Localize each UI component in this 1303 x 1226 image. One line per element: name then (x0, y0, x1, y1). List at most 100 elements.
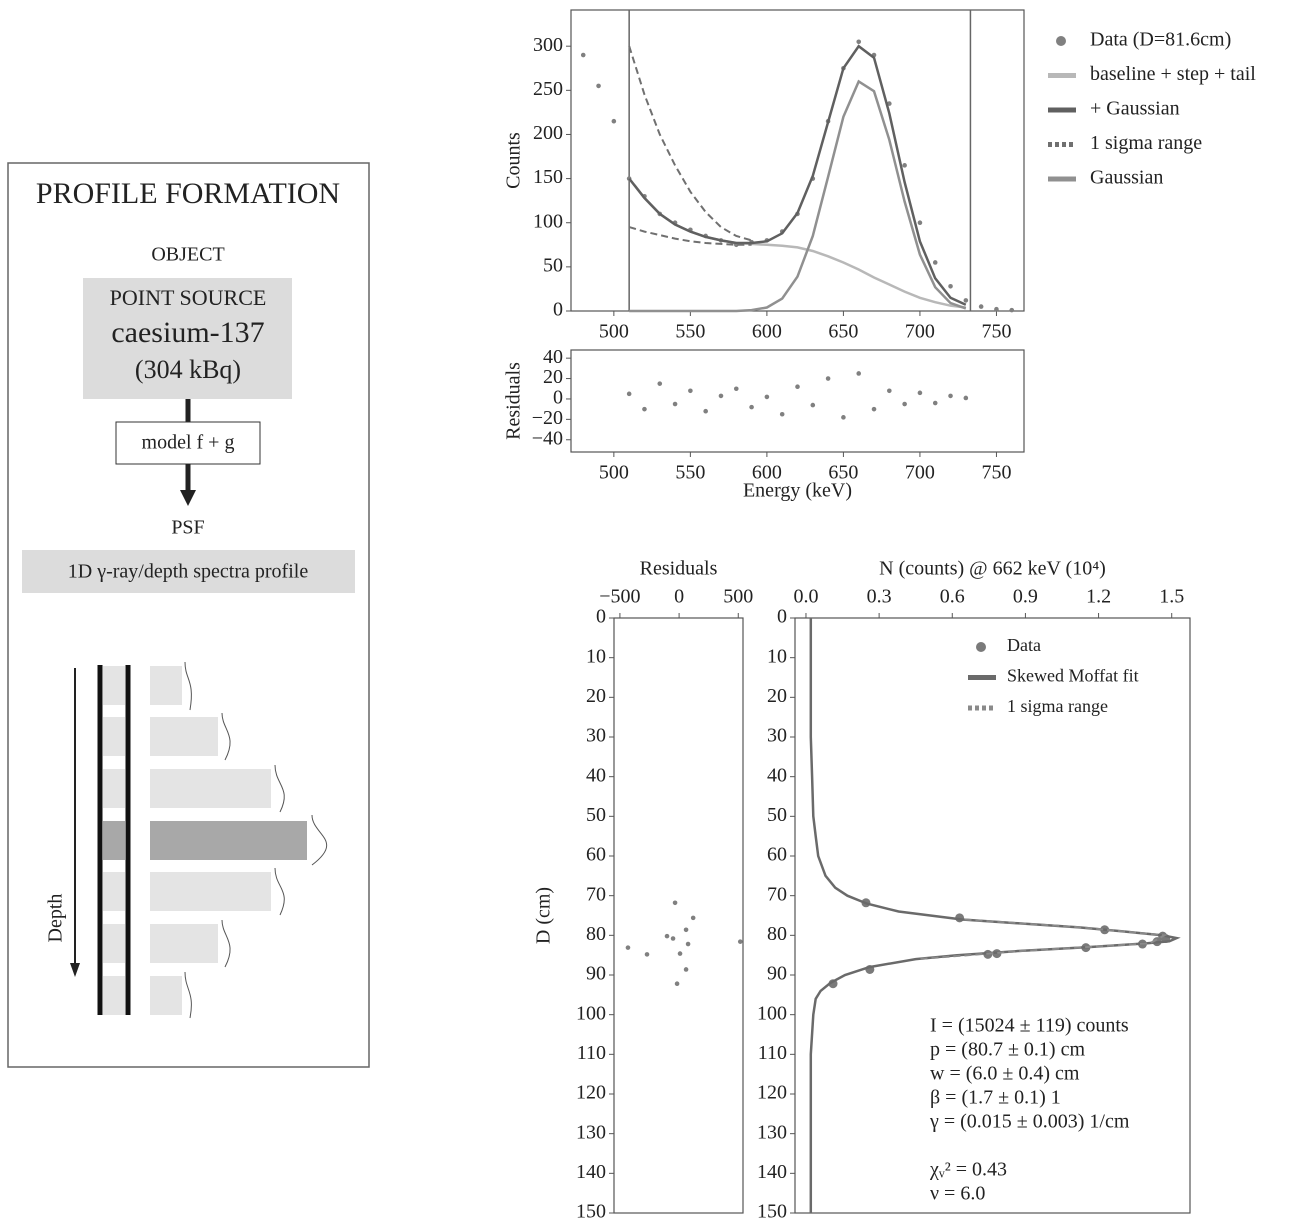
x-tick-label: 750 (981, 321, 1011, 343)
fit-statistic: χᵥ² = 0.43 (929, 1159, 1007, 1181)
data-point (626, 391, 632, 397)
arrow-head (180, 490, 196, 506)
x-tick-label: 600 (752, 462, 782, 484)
data-point (948, 393, 953, 399)
x-tick-label: 500 (599, 321, 629, 343)
data-point (932, 400, 938, 406)
fit-statistic: ν = 6.0 (930, 1183, 985, 1205)
profile-box (22, 550, 355, 593)
x-tick-label: 650 (828, 462, 858, 484)
y-tick-label: 100 (757, 1002, 787, 1024)
y-tick-label: 130 (576, 1121, 606, 1143)
psf-curve (221, 712, 231, 761)
data-point (644, 952, 650, 957)
data-point (978, 304, 984, 309)
plot-frame (794, 617, 1191, 1214)
y-tick-label: 140 (576, 1161, 606, 1183)
y-tick-label: 40 (543, 346, 563, 368)
data-point (932, 260, 938, 265)
y-tick-label: 110 (577, 1042, 606, 1064)
y-tick-label: 10 (767, 645, 787, 667)
y-tick-label: 140 (757, 1161, 787, 1183)
data-point (810, 402, 816, 408)
data-point (642, 406, 647, 412)
diagram: PROFILE FORMATION OBJECT POINT SOURCE ca… (7, 162, 370, 1068)
y-tick-label: 10 (586, 645, 606, 667)
y-tick-label: 0 (596, 606, 606, 628)
psf-curve (311, 814, 328, 866)
profile-bar (150, 924, 218, 963)
y-tick-label: 70 (586, 883, 606, 905)
data-point (917, 390, 923, 396)
fit-line (628, 44, 967, 306)
y-tick-label: 300 (533, 34, 563, 56)
fit-parameter: γ = (0.015 ± 0.003) 1/cm (929, 1111, 1130, 1133)
psf-curves (184, 661, 328, 1019)
model-label: model f + g (142, 432, 235, 454)
profile-label: 1D γ-ray/depth spectra profile (68, 561, 309, 583)
y-tick-label: 90 (767, 963, 787, 985)
data-point (672, 401, 678, 407)
psf-curve (274, 867, 285, 916)
data-point (718, 393, 724, 399)
x-tick-label: 1.2 (1086, 586, 1111, 608)
x-tick-label: 600 (752, 321, 782, 343)
diagram-title: PROFILE FORMATION (36, 177, 340, 210)
legend-label: Gaussian (1090, 167, 1163, 189)
psf-label: PSF (171, 517, 204, 539)
x-tick-label: 1.5 (1159, 586, 1184, 608)
data-point (690, 915, 696, 921)
x-tick-label: 0.0 (793, 586, 818, 608)
y-tick-label: 100 (576, 1002, 606, 1024)
legend-marker (1056, 36, 1066, 46)
depth-arrow-head (70, 963, 80, 977)
y-tick-label: 80 (586, 923, 606, 945)
x-axis-title: Energy (keV) (743, 480, 852, 502)
x-tick-label: 550 (675, 321, 705, 343)
data-point (825, 376, 831, 381)
x-tick-label: 0 (674, 586, 684, 608)
data-point (674, 981, 680, 987)
y-tick-label: 20 (586, 685, 606, 707)
plot-frame (570, 349, 1025, 453)
y-tick-label: 0 (777, 606, 787, 628)
data-point (737, 939, 743, 944)
y-tick-label: 40 (586, 764, 606, 786)
x-axis-title: Residuals (640, 558, 718, 580)
data-point (749, 404, 754, 410)
legend-label: Data (D=81.6cm) (1090, 29, 1231, 51)
segment (103, 872, 125, 911)
data-point (688, 388, 693, 394)
legend-label: 1 sigma range (1090, 132, 1202, 154)
y-tick-label: 60 (586, 844, 606, 866)
y-tick-label: 0 (553, 299, 563, 321)
legend-label: Data (1007, 635, 1041, 655)
segment (103, 769, 125, 808)
data-point (871, 406, 877, 412)
diagram-frame (7, 162, 370, 1068)
legend-label: 1 sigma range (1007, 696, 1108, 716)
data-point (841, 415, 846, 420)
profile-bar (150, 769, 271, 808)
fit-line (809, 618, 1181, 1213)
y-tick-label: 120 (576, 1082, 606, 1104)
fit-parameter: p = (80.7 ± 0.1) cm (930, 1039, 1085, 1061)
data-point (683, 927, 689, 933)
psf-curve (184, 661, 192, 711)
source-box (83, 278, 292, 399)
data-point (685, 941, 691, 947)
y-axis-title: D (cm) (533, 887, 555, 944)
psf-curve (221, 919, 231, 968)
data-point (963, 298, 969, 303)
data-point (596, 83, 601, 89)
data-point (856, 39, 862, 45)
x-tick-label: 500 (599, 462, 629, 484)
object-label: OBJECT (151, 244, 224, 266)
y-tick-label: 150 (576, 1201, 606, 1223)
y-tick-label: −40 (532, 427, 563, 449)
y-tick-label: 20 (767, 685, 787, 707)
data-point (580, 52, 586, 58)
x-tick-label: 750 (981, 462, 1011, 484)
x-tick-label: 700 (905, 321, 935, 343)
y-tick-label: 40 (767, 764, 787, 786)
